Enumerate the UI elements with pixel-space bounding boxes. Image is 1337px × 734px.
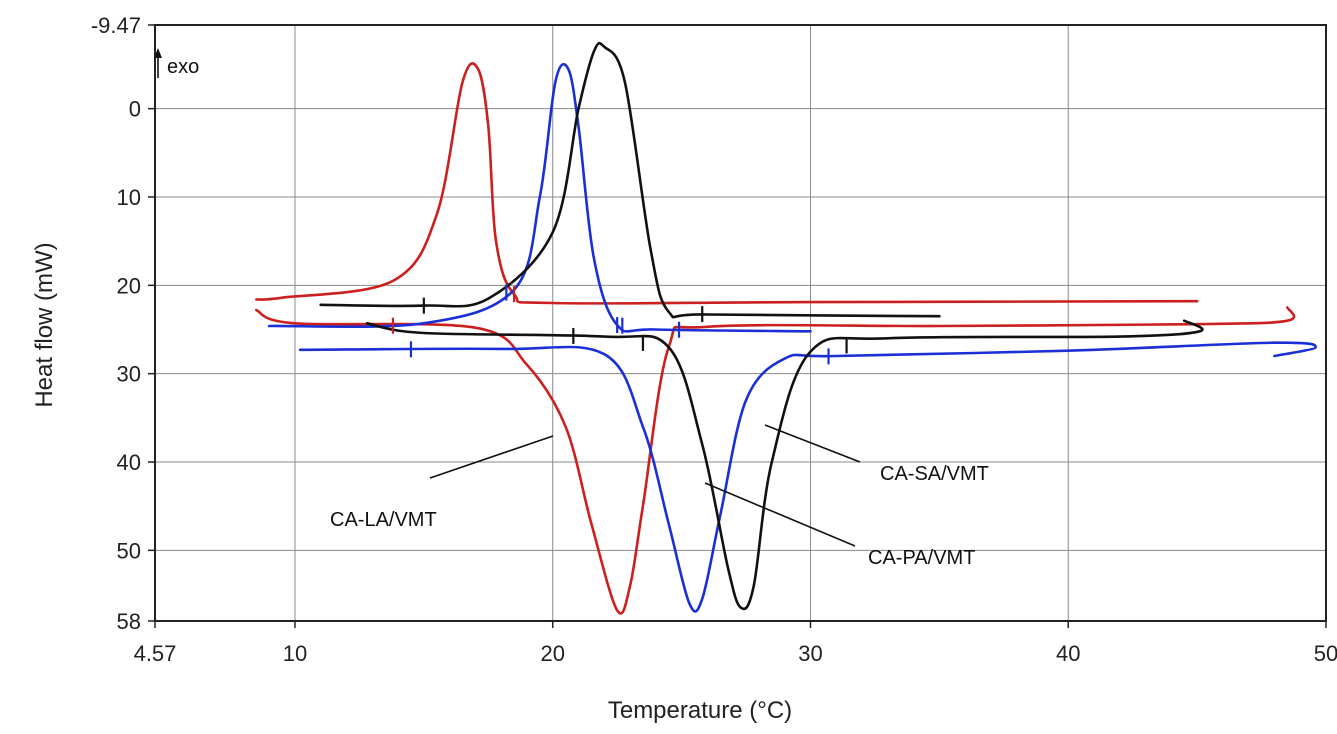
annotation-ca-sa: CA-SA/VMT [880,463,989,485]
series-ca-sa-vmt-heating-line [365,319,1204,611]
x-tick-label: 10 [283,641,307,666]
annotations: CA-SA/VMT CA-LA/VMT CA-PA/VMT [330,424,989,569]
exo-label: exo [167,56,199,78]
series-ca-la-vmt-heating-line [255,306,1296,615]
exo-arrowhead-icon [154,48,162,58]
annotation-leader-ca-la [429,435,554,479]
exo-indicator: exo [154,48,199,78]
grid [155,25,1326,621]
x-axis-title: Temperature (°C) [608,697,792,724]
series-ca-pa-vmt-heating-line [298,341,1317,613]
x-tick-label: 30 [798,641,822,666]
x-tick-label: 4.57 [134,641,177,666]
y-tick-label: 58 [117,609,141,634]
y-tick-label: 10 [117,185,141,210]
onset-marks [391,284,848,365]
y-tick-label: 50 [117,538,141,563]
series-ca-pa-vmt-cooling-line [267,62,812,333]
annotation-leader-ca-sa [764,424,861,463]
y-tick-label: 20 [117,273,141,298]
y-tick-label: 30 [117,362,141,387]
series-ca-la-vmt-cooling-line [255,62,1199,305]
annotation-ca-la: CA-LA/VMT [330,509,437,531]
series-ca-sa-vmt-cooling-line [319,41,941,319]
tick-labels: 4.57 10 20 30 40 50 -9.47 0 10 20 30 40 50 58 [91,13,1337,666]
plot-frame [154,24,1327,622]
x-tick-label: 50 [1314,641,1337,666]
curves [255,41,1317,615]
y-tick-label: 0 [129,97,141,122]
x-tick-label: 40 [1056,641,1080,666]
annotation-ca-pa: CA-PA/VMT [868,547,975,569]
annotation-leader-ca-pa [704,482,856,547]
x-tick-label: 20 [540,641,564,666]
y-axis-title: Heat flow (mW) [31,242,58,407]
y-tick-label: 40 [117,450,141,475]
y-tick-label: -9.47 [91,13,141,38]
